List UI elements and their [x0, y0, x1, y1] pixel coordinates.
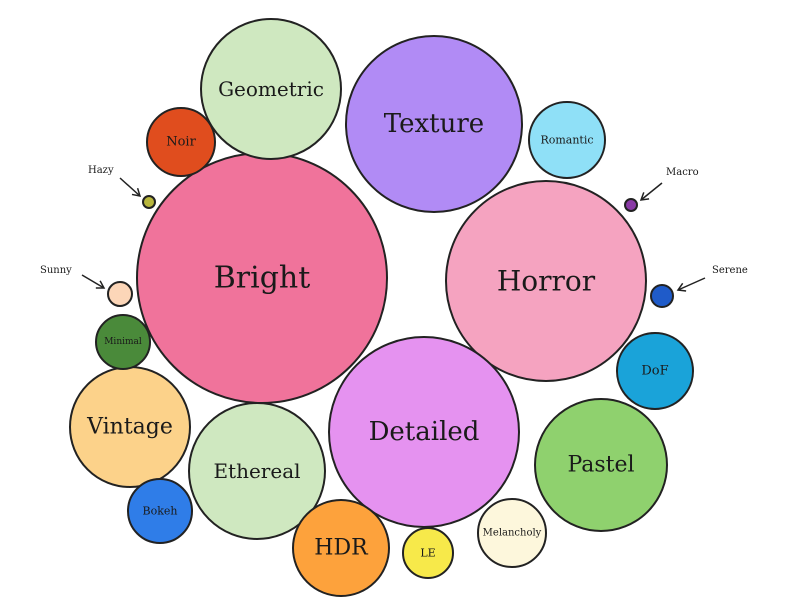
bubble-melancholy: Melancholy [477, 498, 547, 568]
callout-arrow-serene [677, 277, 706, 291]
bubble-ethereal: Ethereal [188, 402, 326, 540]
bubble-label-texture: Texture [384, 109, 484, 139]
bubble-label-ethereal: Ethereal [213, 459, 300, 483]
bubble-label-romantic: Romantic [540, 134, 593, 147]
bubble-circle-geometric [200, 18, 342, 160]
bubble-le: LE [402, 527, 454, 579]
callout-arrowhead-serene [676, 282, 687, 292]
bubble-label-hdr: HDR [314, 536, 369, 561]
bubble-label-minimal: Minimal [104, 337, 142, 347]
bubble-label-le: LE [420, 547, 435, 560]
bubble-circle-minimal [95, 314, 151, 370]
bubble-minimal: Minimal [95, 314, 151, 370]
bubble-detailed: Detailed [328, 336, 520, 528]
bubble-label-dof: DoF [641, 364, 668, 379]
bubble-circle-detailed [328, 336, 520, 528]
bubble-hdr: HDR [292, 499, 390, 597]
callout-arrowhead-hazy [131, 187, 142, 197]
bubble-macro: Macro [624, 167, 699, 212]
bubble-romantic: Romantic [528, 101, 606, 179]
bubble-texture: Texture [345, 35, 523, 213]
bubble-hazy: Hazy [88, 165, 156, 209]
bubble-bokeh: Bokeh [127, 478, 193, 544]
bubble-pastel: Pastel [534, 398, 668, 532]
bubble-circle-dof [616, 332, 694, 410]
bubble-circle-sunny [107, 281, 133, 307]
bubble-circle-ethereal [188, 402, 326, 540]
bubble-label-noir: Noir [166, 135, 196, 150]
bubble-circle-bokeh [127, 478, 193, 544]
bubble-dof: DoF [616, 332, 694, 410]
bubble-sunny: Sunny [40, 265, 133, 307]
callout-arrow-hazy [119, 177, 141, 197]
bubble-label-melancholy: Melancholy [483, 528, 542, 539]
bubble-label-hazy: Hazy [88, 165, 114, 176]
bubble-circle-noir [146, 107, 216, 177]
bubble-geometric: Geometric [200, 18, 342, 160]
bubble-circle-le [402, 527, 454, 579]
bubble-bright: Bright [136, 152, 388, 404]
callout-arrow-macro [640, 182, 663, 201]
bubble-label-geometric: Geometric [218, 77, 324, 101]
bubble-circle-hazy [142, 195, 156, 209]
bubble-horror: Horror [445, 180, 647, 382]
bubble-label-pastel: Pastel [567, 453, 634, 478]
bubble-label-serene: Serene [712, 265, 748, 276]
callout-arrow-sunny [81, 274, 105, 289]
bubble-serene: Serene [650, 265, 748, 308]
bubble-vintage: Vintage [69, 366, 191, 488]
bubble-circle-hdr [292, 499, 390, 597]
bubble-label-bokeh: Bokeh [143, 505, 178, 518]
bubble-label-macro: Macro [666, 167, 699, 178]
bubble-label-detailed: Detailed [369, 417, 480, 447]
bubble-label-sunny: Sunny [40, 265, 72, 276]
bubble-noir: Noir [146, 107, 216, 177]
bubble-circle-texture [345, 35, 523, 213]
bubble-label-bright: Bright [214, 261, 311, 296]
bubble-circle-macro [624, 198, 638, 212]
bubble-circle-romantic [528, 101, 606, 179]
bubble-label-horror: Horror [497, 265, 596, 298]
bubble-circle-melancholy [477, 498, 547, 568]
bubble-circle-horror [445, 180, 647, 382]
bubble-circle-pastel [534, 398, 668, 532]
callout-arrowhead-sunny [95, 280, 106, 289]
callout-arrowhead-macro [639, 192, 650, 201]
bubble-label-vintage: Vintage [86, 415, 173, 440]
bubble-circle-serene [650, 284, 674, 308]
